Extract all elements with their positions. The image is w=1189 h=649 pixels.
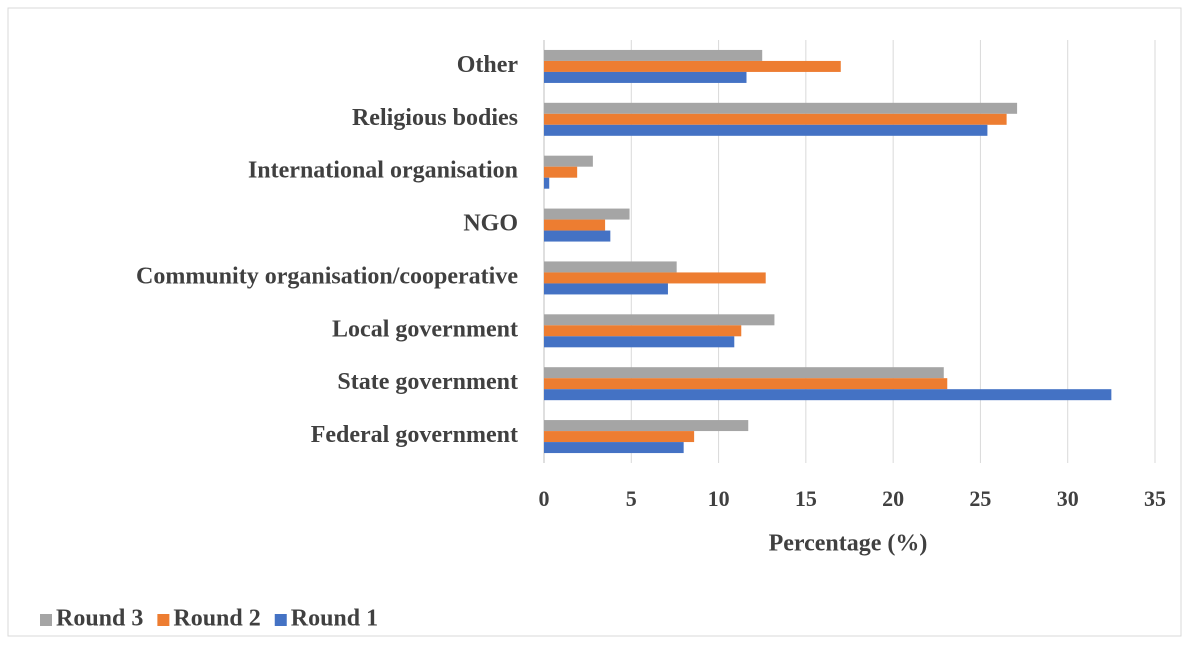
bar <box>544 420 749 432</box>
x-tick-label: 35 <box>1144 486 1166 511</box>
bar <box>544 336 735 348</box>
legend-swatch <box>157 614 170 626</box>
bar <box>544 71 747 83</box>
bar <box>544 155 593 167</box>
bar <box>544 60 841 72</box>
bar <box>544 378 948 390</box>
bar <box>544 325 742 337</box>
bar <box>544 49 763 61</box>
bar <box>544 177 550 189</box>
bar <box>544 230 611 242</box>
bar <box>544 208 630 220</box>
x-tick-label: 20 <box>882 486 904 511</box>
y-tick-label: Other <box>457 52 519 78</box>
bar <box>544 113 1007 125</box>
bar <box>544 219 606 231</box>
x-tick-label: 10 <box>708 486 730 511</box>
bar <box>544 431 695 443</box>
y-tick-label: International organisation <box>248 158 518 184</box>
bar <box>544 124 988 136</box>
x-tick-label: 15 <box>795 486 817 511</box>
x-tick-label: 25 <box>969 486 991 511</box>
bar <box>544 389 1112 401</box>
legend-swatch <box>40 614 52 626</box>
bar <box>544 314 775 326</box>
legend-label: Round 2 <box>173 606 260 632</box>
bar <box>544 442 684 454</box>
x-tick-label: 0 <box>539 486 550 511</box>
y-tick-label: Local government <box>332 316 518 342</box>
x-tick-label: 5 <box>626 486 637 511</box>
bar <box>544 261 677 273</box>
bar <box>544 102 1018 114</box>
legend-label: Round 1 <box>291 606 378 632</box>
y-tick-label: Federal government <box>311 422 518 448</box>
bar <box>544 283 668 295</box>
bar <box>544 272 766 284</box>
x-axis-label: Percentage (%) <box>769 531 928 557</box>
bar <box>544 367 944 379</box>
x-tick-label: 30 <box>1057 486 1079 511</box>
y-tick-label: Religious bodies <box>352 105 518 131</box>
legend-swatch <box>274 614 287 626</box>
bar <box>544 166 578 178</box>
y-tick-label: State government <box>337 369 518 395</box>
y-tick-label: Community organisation/cooperative <box>136 263 518 289</box>
legend-label: Round 3 <box>56 606 143 632</box>
y-tick-label: NGO <box>463 211 518 237</box>
